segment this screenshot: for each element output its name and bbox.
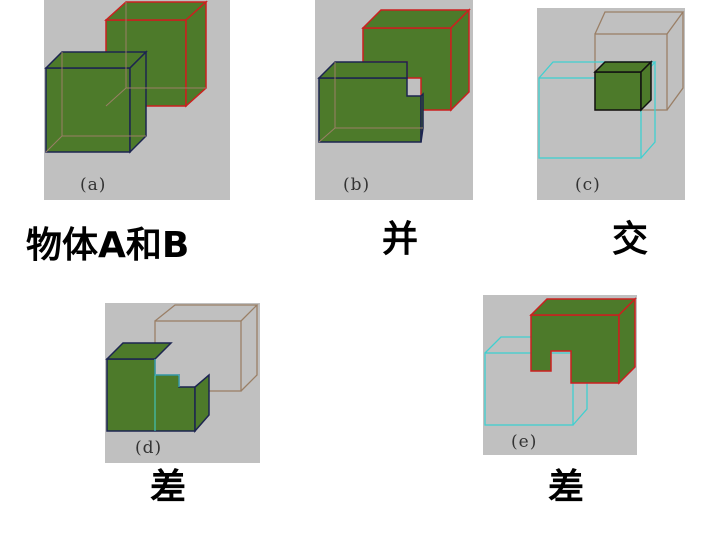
panel-a: (a) bbox=[44, 0, 230, 200]
caption-a: 物体A和B bbox=[26, 225, 190, 266]
diagram-e-difference bbox=[484, 297, 637, 426]
diagram-d-difference bbox=[105, 304, 259, 433]
sublabel-d: (d) bbox=[135, 438, 163, 458]
caption-b: 并 bbox=[382, 219, 419, 260]
caption-c: 交 bbox=[612, 219, 649, 260]
diagram-c-intersection bbox=[538, 11, 685, 159]
diagram-a-two-cubes bbox=[44, 0, 208, 154]
sublabel-a: (a) bbox=[80, 175, 107, 195]
diagram-b-union bbox=[317, 8, 471, 143]
sublabel-c: (c) bbox=[575, 175, 601, 195]
panel-e: (e) bbox=[483, 295, 637, 455]
caption-d: 差 bbox=[150, 467, 187, 508]
sublabel-e: (e) bbox=[511, 432, 538, 452]
sublabel-b: (b) bbox=[343, 175, 371, 195]
panel-d: (d) bbox=[105, 303, 260, 463]
panel-b: (b) bbox=[315, 0, 473, 200]
caption-e: 差 bbox=[548, 467, 585, 508]
panel-c: (c) bbox=[537, 8, 685, 200]
